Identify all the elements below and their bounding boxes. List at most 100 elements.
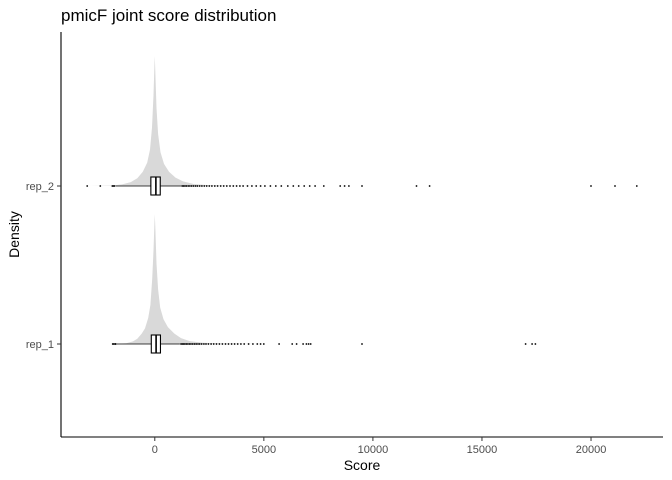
outlier-point (182, 343, 185, 345)
outlier-point (201, 185, 203, 187)
chart-title: pmicF joint score distribution (61, 6, 276, 25)
outlier-point (86, 185, 89, 187)
outlier-point (222, 185, 225, 187)
outlier-point (219, 185, 222, 187)
outlier-point (182, 185, 185, 187)
series-rep_1 (111, 214, 537, 354)
outlier-point (524, 343, 527, 345)
outlier-point (307, 343, 310, 345)
outlier-point (259, 185, 262, 187)
outlier-point (203, 185, 206, 187)
outlier-point (180, 343, 182, 345)
outlier-point (185, 185, 188, 187)
x-axis-title: Score (344, 457, 381, 473)
y-axis-title: Density (6, 211, 22, 258)
outlier-point (198, 343, 201, 345)
outlier-point (181, 343, 184, 345)
outlier-point (348, 185, 350, 187)
outlier-point (230, 343, 233, 345)
outlier-point (302, 343, 304, 345)
outlier-point (303, 185, 306, 187)
outlier-point (198, 185, 201, 187)
x-tick-label: 5000 (252, 444, 276, 456)
outlier-point (305, 343, 308, 345)
outlier-point (246, 185, 249, 187)
outlier-point (361, 185, 363, 187)
y-tick-label-rep_2: rep_2 (26, 181, 54, 193)
density-ridge-rep_2 (89, 56, 264, 186)
outlier-point (216, 185, 219, 187)
outlier-point (188, 343, 191, 345)
outlier-point (187, 185, 190, 187)
outlier-point (185, 343, 188, 345)
outlier-point (243, 343, 246, 345)
outlier-point (269, 185, 272, 187)
outlier-point (534, 343, 537, 345)
outlier-point (297, 185, 300, 187)
outlier-point (264, 185, 266, 187)
outlier-point (255, 185, 258, 187)
outlier-point (224, 343, 227, 345)
outlier-point (211, 185, 213, 187)
outlier-point (235, 185, 238, 187)
density-ridge-rep_1 (115, 214, 264, 344)
outlier-point (614, 185, 616, 187)
outlier-point (212, 343, 215, 345)
outlier-point (256, 343, 259, 345)
outlier-point (278, 343, 280, 345)
outlier-point (236, 343, 239, 345)
outlier-point (635, 185, 638, 187)
outlier-point (203, 343, 205, 345)
outlier-point (262, 343, 265, 345)
outlier-point (114, 343, 117, 345)
x-tick-label: 0 (152, 444, 158, 456)
outlier-point (205, 343, 207, 345)
outlier-point (192, 185, 195, 187)
outlier-point (113, 185, 116, 187)
outlier-point (247, 343, 250, 345)
outlier-point (190, 185, 193, 187)
x-axis-ticks: 0 5000 10000 15000 20000 (152, 437, 607, 456)
outlier-point (225, 185, 228, 187)
outlier-point (221, 343, 224, 345)
outlier-point (361, 343, 363, 345)
outlier-point (200, 343, 203, 345)
outlier-point (195, 343, 198, 345)
outlier-point (213, 185, 216, 187)
outlier-point (292, 185, 295, 187)
outlier-point (314, 185, 316, 187)
outlier-point (210, 343, 213, 345)
x-tick-label: 10000 (358, 444, 389, 456)
outlier-point (240, 343, 242, 345)
series-rep_2 (86, 56, 638, 196)
outlier-point (259, 343, 262, 345)
outlier-point (184, 343, 186, 345)
outlier-point (251, 185, 253, 187)
outlier-point (343, 185, 346, 187)
outlier-point (208, 185, 211, 187)
outlier-point (308, 185, 311, 187)
outlier-point (232, 185, 235, 187)
outlier-point (215, 343, 218, 345)
plot-area (86, 56, 638, 354)
outlier-point (184, 185, 186, 187)
outlier-point (339, 185, 342, 187)
outlier-point (280, 185, 283, 187)
outlier-point (242, 185, 245, 187)
outlier-point (197, 343, 199, 345)
outlier-point (112, 343, 115, 345)
outlier-point (99, 185, 102, 187)
outlier-point (428, 185, 431, 187)
y-tick-label-rep_1: rep_1 (26, 339, 54, 351)
outlier-point (252, 343, 254, 345)
outlier-point (218, 343, 221, 345)
outlier-point (191, 343, 194, 345)
x-tick-label: 20000 (576, 444, 607, 456)
outlier-point (274, 185, 277, 187)
outlier-point (190, 343, 192, 345)
outlier-point (187, 343, 189, 345)
outlier-point (194, 185, 197, 187)
outlier-point (309, 343, 312, 345)
outlier-point (291, 343, 294, 345)
